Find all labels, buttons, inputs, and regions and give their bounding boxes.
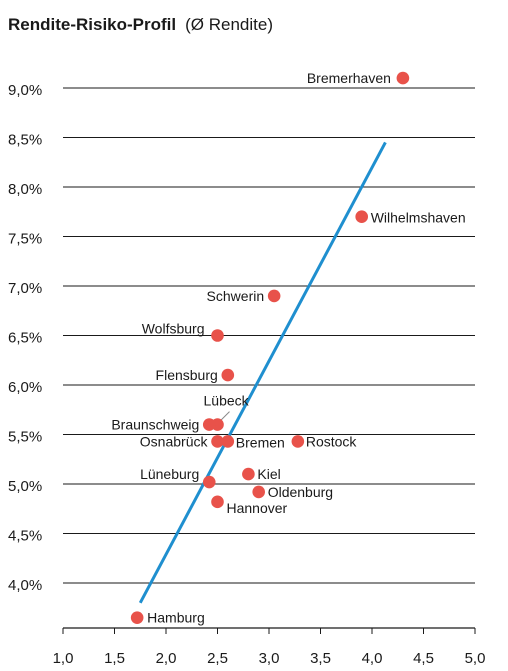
point-label: Braunschweig [111, 417, 199, 433]
data-point [242, 467, 255, 481]
x-tick-label: 1,5 [104, 650, 125, 667]
y-tick-label: 4,5% [8, 528, 42, 545]
data-point [130, 611, 144, 624]
trendline-group [138, 141, 387, 604]
y-tick-label: 7,5% [8, 231, 42, 248]
y-axis-ticks: 4,0% 4,5% 5,0% 5,5% 6,0% 6,5% 7,0% 7,5% 8,0% 8,5%… [8, 82, 42, 594]
data-point [211, 435, 224, 448]
y-tick-label: 7,0% [8, 280, 42, 297]
point-label: Lübeck [204, 393, 250, 409]
data-point [202, 475, 216, 489]
y-tick-label: 6,0% [8, 379, 42, 396]
data-point [202, 418, 216, 431]
x-tick-label: 4,5 [413, 650, 434, 667]
point-label: Rostock [306, 433, 358, 449]
data-point [221, 435, 235, 448]
x-tick-label: 2,0 [156, 650, 177, 667]
x-axis: 1,0 1,5 2,0 2,5 3,0 3,5 4,0 4,5 5,0 [53, 627, 486, 667]
x-tick-label: 5,0 [465, 650, 486, 667]
x-tick-label: 4,0 [362, 650, 383, 667]
trendline [138, 141, 387, 604]
point-label: Wolfsburg [142, 321, 205, 337]
y-tick-label: 5,0% [8, 478, 42, 495]
point-label: Oldenburg [268, 484, 333, 500]
data-points [130, 71, 410, 624]
x-tick-label: 1,0 [53, 650, 74, 667]
point-label: Bremen [236, 434, 285, 450]
point-label: Wilhelmshaven [371, 210, 466, 226]
y-tick-label: 8,5% [8, 132, 42, 149]
y-tick-label: 4,0% [8, 577, 42, 594]
chart-title: Rendite-Risiko-Profil [8, 15, 176, 34]
data-point [396, 71, 410, 85]
point-label: Lüneburg [140, 466, 199, 482]
data-point [252, 485, 265, 499]
y-tick-label: 5,5% [8, 429, 42, 446]
y-tick-label: 6,5% [8, 330, 42, 347]
point-label: Kiel [257, 466, 280, 482]
data-point [221, 368, 235, 382]
x-tick-label: 3,0 [259, 650, 280, 667]
point-label: Bremerhaven [307, 70, 391, 86]
gridlines [63, 87, 475, 584]
point-label: Flensburg [156, 367, 218, 383]
data-point [211, 495, 224, 509]
y-tick-label: 9,0% [8, 82, 42, 99]
chart-title-line: Rendite-Risiko-Profil (Ø Rendite) [8, 15, 273, 34]
x-tick-label: 3,5 [310, 650, 331, 667]
data-point [211, 329, 224, 342]
chart-subtitle: (Ø Rendite) [185, 15, 273, 34]
data-point [355, 210, 369, 223]
y-tick-label: 8,0% [8, 181, 42, 198]
data-point [291, 435, 305, 448]
leader-lines [220, 411, 230, 421]
point-label: Hamburg [147, 610, 205, 626]
point-label: Hannover [227, 500, 288, 516]
leader-line [220, 411, 230, 421]
point-label: Schwerin [207, 288, 265, 304]
point-labels: Bremerhaven Wilhelmshaven Schwerin Wolfsbur… [111, 70, 465, 626]
x-tick-label: 2,5 [207, 650, 228, 667]
data-point [267, 289, 281, 303]
point-label: Osnabrück [140, 433, 209, 449]
